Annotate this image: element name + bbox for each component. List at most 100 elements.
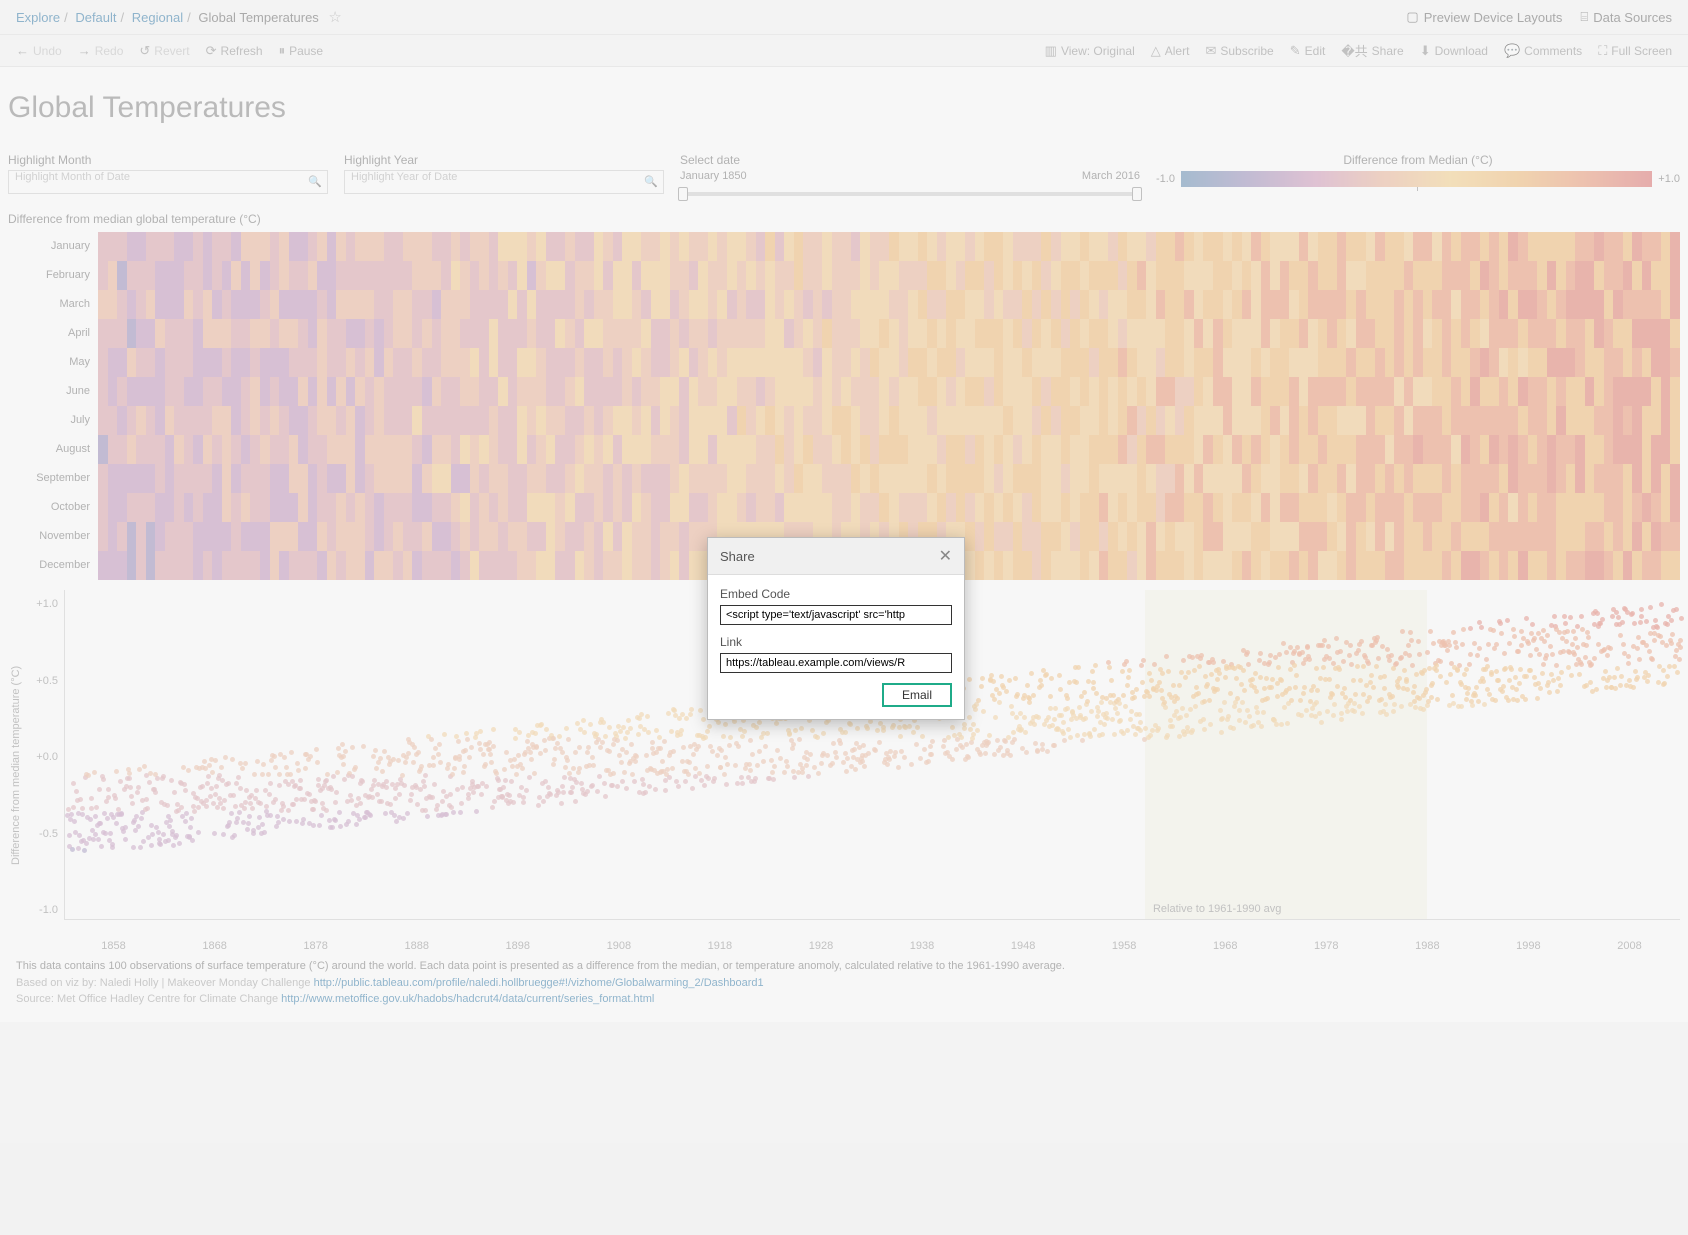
heatmap-cell[interactable] xyxy=(1327,261,1337,290)
scatter-point[interactable] xyxy=(467,755,472,760)
heatmap-cell[interactable] xyxy=(918,261,928,290)
heatmap-cell[interactable] xyxy=(327,319,337,348)
scatter-point[interactable] xyxy=(920,734,925,739)
heatmap-cell[interactable] xyxy=(1337,406,1347,435)
heatmap-cell[interactable] xyxy=(975,319,985,348)
heatmap-cell[interactable] xyxy=(1242,493,1252,522)
heatmap-cell[interactable] xyxy=(1528,493,1538,522)
heatmap-cell[interactable] xyxy=(1127,377,1137,406)
heatmap-cell[interactable] xyxy=(117,232,127,261)
heatmap-cell[interactable] xyxy=(1061,493,1071,522)
heatmap-cell[interactable] xyxy=(108,319,118,348)
scatter-point[interactable] xyxy=(1472,641,1477,646)
heatmap-cell[interactable] xyxy=(136,377,146,406)
heatmap-cell[interactable] xyxy=(451,232,461,261)
heatmap-cell[interactable] xyxy=(1041,522,1051,551)
heatmap-cell[interactable] xyxy=(222,377,232,406)
heatmap-cell[interactable] xyxy=(1099,232,1109,261)
heatmap-cell[interactable] xyxy=(1413,348,1423,377)
heatmap-cell[interactable] xyxy=(717,464,727,493)
heatmap-cell[interactable] xyxy=(1575,551,1585,580)
heatmap-cell[interactable] xyxy=(317,377,327,406)
scatter-point[interactable] xyxy=(1293,685,1298,690)
heatmap-cell[interactable] xyxy=(412,319,422,348)
heatmap-cell[interactable] xyxy=(1251,319,1261,348)
heatmap-cell[interactable] xyxy=(1270,261,1280,290)
heatmap-cell[interactable] xyxy=(508,493,518,522)
scatter-point[interactable] xyxy=(719,748,724,753)
heatmap-cell[interactable] xyxy=(1061,551,1071,580)
heatmap-cell[interactable] xyxy=(879,406,889,435)
scatter-point[interactable] xyxy=(1450,693,1455,698)
heatmap-cell[interactable] xyxy=(1089,522,1099,551)
heatmap-cell[interactable] xyxy=(1318,493,1328,522)
heatmap-cell[interactable] xyxy=(1489,261,1499,290)
heatmap-cell[interactable] xyxy=(1442,348,1452,377)
heatmap-cell[interactable] xyxy=(279,551,289,580)
heatmap-cell[interactable] xyxy=(956,406,966,435)
heatmap-cell[interactable] xyxy=(813,232,823,261)
scatter-point[interactable] xyxy=(775,748,780,753)
heatmap-cell[interactable] xyxy=(374,232,384,261)
heatmap-cell[interactable] xyxy=(651,464,661,493)
heatmap-cell[interactable] xyxy=(994,348,1004,377)
heatmap-cell[interactable] xyxy=(1642,232,1652,261)
scatter-point[interactable] xyxy=(423,808,428,813)
heatmap-cell[interactable] xyxy=(384,464,394,493)
scatter-point[interactable] xyxy=(334,790,339,795)
scatter-point[interactable] xyxy=(1616,615,1621,620)
scatter-point[interactable] xyxy=(470,779,475,784)
heatmap-cell[interactable] xyxy=(1070,406,1080,435)
heatmap-cell[interactable] xyxy=(1508,348,1518,377)
heatmap-cell[interactable] xyxy=(784,377,794,406)
heatmap-cell[interactable] xyxy=(937,377,947,406)
heatmap-cell[interactable] xyxy=(241,377,251,406)
scatter-point[interactable] xyxy=(268,781,273,786)
heatmap-cell[interactable] xyxy=(1308,406,1318,435)
scatter-point[interactable] xyxy=(275,814,280,819)
scatter-point[interactable] xyxy=(77,833,82,838)
heatmap-cell[interactable] xyxy=(1385,232,1395,261)
heatmap-cell[interactable] xyxy=(1080,348,1090,377)
heatmap-cell[interactable] xyxy=(679,377,689,406)
heatmap-cell[interactable] xyxy=(1080,493,1090,522)
heatmap-cell[interactable] xyxy=(241,319,251,348)
heatmap-cell[interactable] xyxy=(1566,493,1576,522)
heatmap-cell[interactable] xyxy=(803,319,813,348)
heatmap-cell[interactable] xyxy=(1670,522,1680,551)
scatter-point[interactable] xyxy=(303,766,308,771)
heatmap-cell[interactable] xyxy=(937,261,947,290)
scatter-point[interactable] xyxy=(1139,663,1144,668)
heatmap-cell[interactable] xyxy=(1041,290,1051,319)
heatmap-cell[interactable] xyxy=(555,493,565,522)
heatmap-cell[interactable] xyxy=(1299,406,1309,435)
heatmap-cell[interactable] xyxy=(184,319,194,348)
heatmap-cell[interactable] xyxy=(679,522,689,551)
scatter-point[interactable] xyxy=(573,750,578,755)
heatmap-cell[interactable] xyxy=(889,319,899,348)
heatmap-cell[interactable] xyxy=(1099,290,1109,319)
heatmap-cell[interactable] xyxy=(613,261,623,290)
scatter-point[interactable] xyxy=(302,797,307,802)
scatter-point[interactable] xyxy=(1455,668,1460,673)
scatter-point[interactable] xyxy=(701,717,706,722)
heatmap-cell[interactable] xyxy=(1232,406,1242,435)
heatmap-cell[interactable] xyxy=(289,435,299,464)
heatmap-cell[interactable] xyxy=(1175,348,1185,377)
heatmap-cell[interactable] xyxy=(460,522,470,551)
scatter-point[interactable] xyxy=(725,762,730,767)
heatmap-cell[interactable] xyxy=(1108,319,1118,348)
heatmap-cell[interactable] xyxy=(146,232,156,261)
scatter-point[interactable] xyxy=(69,812,74,817)
heatmap-cell[interactable] xyxy=(1480,319,1490,348)
scatter-point[interactable] xyxy=(573,799,578,804)
scatter-point[interactable] xyxy=(1285,721,1290,726)
scatter-point[interactable] xyxy=(481,752,486,757)
heatmap-cell[interactable] xyxy=(384,435,394,464)
scatter-point[interactable] xyxy=(1523,697,1528,702)
heatmap-cell[interactable] xyxy=(1556,435,1566,464)
heatmap-cell[interactable] xyxy=(1394,232,1404,261)
heatmap-cell[interactable] xyxy=(984,551,994,580)
heatmap-cell[interactable] xyxy=(1194,348,1204,377)
heatmap-cell[interactable] xyxy=(1327,522,1337,551)
